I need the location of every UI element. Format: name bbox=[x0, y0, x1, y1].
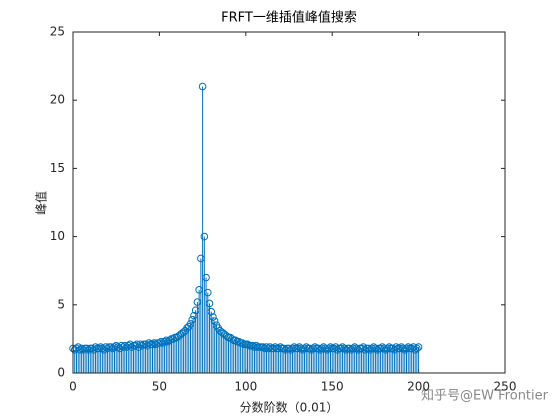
y-tick-label: 5 bbox=[57, 297, 65, 311]
stem-marker bbox=[198, 82, 207, 91]
stem-marker bbox=[243, 340, 252, 349]
stem-marker bbox=[209, 313, 217, 321]
plot-area bbox=[73, 32, 505, 373]
x-axis-label: 分数阶数（0.01） bbox=[240, 400, 339, 415]
axes-box bbox=[72, 31, 506, 374]
y-tick-label: 25 bbox=[50, 25, 65, 39]
stem-marker bbox=[145, 339, 153, 347]
y-axis-label: 峰值 bbox=[34, 191, 49, 215]
x-tick-label: 100 bbox=[234, 380, 257, 394]
stem-marker bbox=[205, 299, 214, 308]
stem-marker bbox=[210, 317, 219, 325]
stem-marker bbox=[414, 343, 423, 351]
stem-marker bbox=[413, 344, 421, 353]
watermark: 知乎号@EW Frontier bbox=[421, 388, 549, 404]
stem-marker bbox=[290, 343, 298, 351]
x-tick-label: 0 bbox=[69, 380, 77, 394]
stem-marker bbox=[266, 343, 274, 351]
y-tick-label: 20 bbox=[50, 93, 65, 107]
x-tick-label: 150 bbox=[321, 380, 344, 394]
stem-marker bbox=[326, 343, 335, 351]
stem-marker bbox=[252, 341, 260, 350]
stem-marker bbox=[207, 307, 216, 316]
stem-marker bbox=[404, 343, 413, 351]
stem-marker bbox=[392, 343, 400, 351]
stem-marker bbox=[271, 343, 279, 351]
stem-marker bbox=[203, 288, 212, 297]
chart-title: FRFT一维插值峰值搜索 bbox=[221, 10, 357, 26]
y-tick-label: 15 bbox=[50, 161, 65, 175]
y-tick-label: 10 bbox=[50, 229, 65, 243]
y-tick-label: 0 bbox=[57, 366, 65, 380]
stem-marker bbox=[202, 273, 210, 282]
stem-marker bbox=[200, 232, 209, 241]
stem-marker bbox=[407, 344, 416, 353]
x-tick-label: 200 bbox=[407, 380, 430, 394]
stem-marker bbox=[91, 343, 100, 351]
stem-marker bbox=[238, 339, 247, 347]
x-tick-label: 250 bbox=[494, 380, 517, 394]
x-tick-label: 50 bbox=[152, 380, 167, 394]
